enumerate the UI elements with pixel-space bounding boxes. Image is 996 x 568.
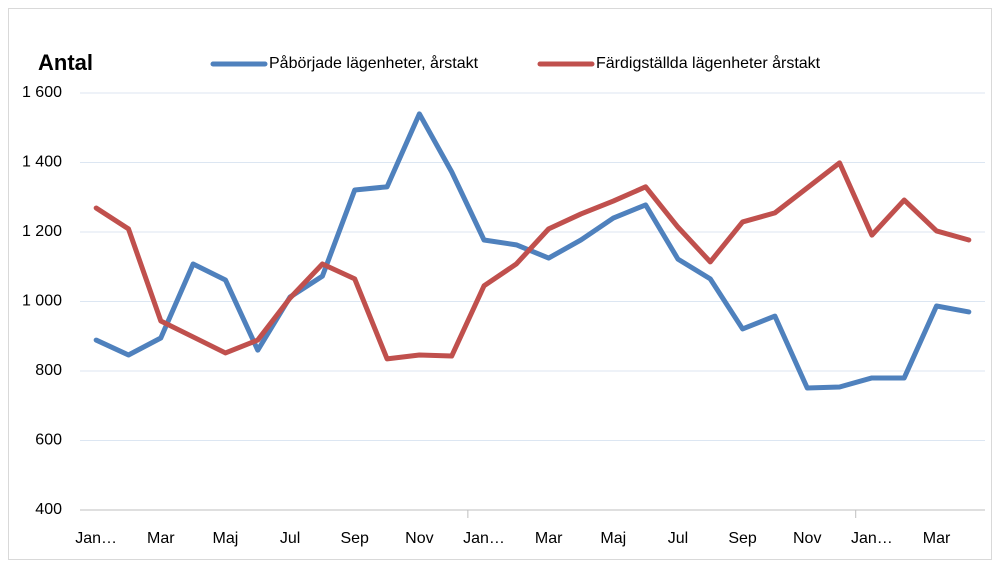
x-tick-label: Jul	[280, 530, 300, 547]
y-tick-label: 1 600	[22, 84, 62, 101]
legend-label: Påbörjade lägenheter, årstakt	[269, 54, 479, 72]
y-tick-label: 1 200	[22, 223, 62, 240]
x-tick-label: Nov	[405, 530, 433, 547]
x-tick-label: Mar	[535, 530, 563, 547]
chart-frame	[8, 8, 992, 560]
x-tick-label: Jan…	[75, 530, 117, 547]
x-tick-label: Nov	[793, 530, 821, 547]
x-tick-label: Mar	[923, 530, 951, 547]
y-tick-label: 1 000	[22, 293, 62, 310]
x-tick-label: Jan…	[851, 530, 893, 547]
x-tick-label: Sep	[340, 530, 369, 547]
chart-title: Antal	[38, 50, 93, 75]
x-tick-label: Sep	[728, 530, 757, 547]
x-tick-label: Maj	[213, 530, 239, 547]
legend-label: Färdigställda lägenheter årstakt	[596, 54, 821, 72]
x-tick-label: Mar	[147, 530, 175, 547]
x-tick-label: Jul	[668, 530, 688, 547]
y-tick-label: 800	[35, 362, 62, 379]
line-series	[93, 160, 972, 362]
y-tick-label: 600	[35, 432, 62, 449]
y-tick-label: 1 400	[22, 154, 62, 171]
y-tick-label: 400	[35, 501, 62, 518]
x-tick-label: Jan…	[463, 530, 505, 547]
line-series	[93, 111, 972, 391]
x-tick-label: Maj	[600, 530, 626, 547]
